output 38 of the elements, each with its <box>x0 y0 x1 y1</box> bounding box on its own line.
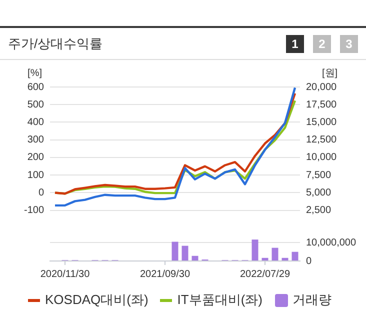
y-tick-label: 0 <box>38 187 44 198</box>
legend-label: 거래량 <box>292 291 332 309</box>
y-tick-label: 400 <box>27 116 44 128</box>
chart-title: 주가/상대수익률 <box>8 34 103 52</box>
bar <box>282 258 288 260</box>
y2-tick-label: 2,500 <box>306 205 332 216</box>
bar <box>252 240 258 260</box>
y2-tick-label: 15,000 <box>306 116 338 128</box>
x-tick-label: 2021/09/30 <box>140 268 190 280</box>
y-tick-label: 100 <box>27 170 44 181</box>
y-tick-label: 300 <box>27 134 44 146</box>
text: 1 <box>286 34 304 52</box>
y2-tick-label: 7,500 <box>306 170 332 181</box>
legend-label: KOSDAQ대비(좌) <box>45 291 148 309</box>
bar <box>272 248 278 260</box>
y2-tick-label: 12,500 <box>306 134 338 146</box>
bar <box>192 256 198 260</box>
text: 3 <box>340 34 358 52</box>
y2-tick-label: 10,000,000 <box>306 237 356 248</box>
text: 2 <box>313 34 331 52</box>
y-tick-label: 200 <box>27 152 44 164</box>
y2-tick-label: 5,000 <box>306 187 332 198</box>
bar <box>172 242 178 260</box>
y-tick-label: -100 <box>24 205 44 216</box>
y2-tick-label: 20,000 <box>306 82 338 93</box>
x-tick-label: 2022/07/29 <box>240 268 290 280</box>
y-tick-label: 600 <box>27 82 44 93</box>
y2-axis-title: [원] <box>322 68 338 79</box>
bar <box>292 252 298 260</box>
bar <box>182 246 188 260</box>
y-axis-title: [%] <box>28 68 42 79</box>
y2-tick-label: 10,000 <box>306 152 338 164</box>
bar <box>262 258 268 260</box>
y2-tick-label: 17,500 <box>306 99 338 110</box>
x-tick-label: 2020/11/30 <box>40 268 90 280</box>
legend-label: IT부품대비(좌) <box>177 291 263 309</box>
y2-tick-label: 0 <box>306 256 312 267</box>
y-tick-label: 500 <box>27 99 44 110</box>
